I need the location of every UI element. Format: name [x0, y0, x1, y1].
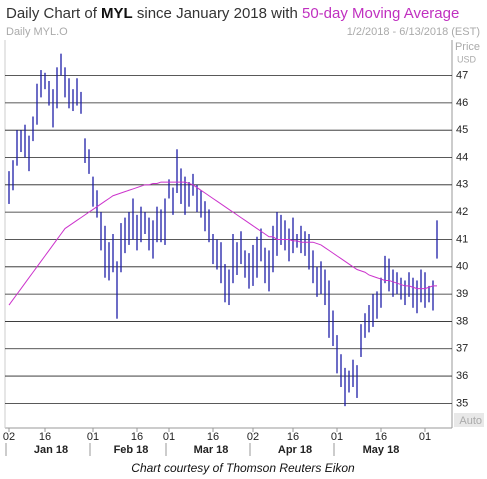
x-tick-label: 01 — [331, 431, 343, 443]
y-tick-label: 36 — [456, 370, 468, 382]
x-tick-label: 01 — [87, 431, 99, 443]
caption: Chart courtesy of Thomson Reuters Eikon — [131, 461, 355, 475]
scale-box — [454, 413, 484, 427]
month-label: Jan 18 — [34, 444, 68, 456]
x-tick-label: 02 — [3, 431, 15, 443]
y-tick-label: 43 — [456, 179, 468, 191]
x-tick-label: 01 — [419, 431, 431, 443]
x-tick-label: 16 — [131, 431, 143, 443]
y-tick-label: 38 — [456, 315, 468, 327]
axis-unit: USD — [457, 54, 477, 64]
y-tick-label: 46 — [456, 97, 468, 109]
moving-average — [8, 181, 437, 306]
y-tick-label: 42 — [456, 206, 468, 218]
title-ticker: MYL — [101, 5, 133, 22]
chart-title: Daily Chart of MYL since January 2018 wi… — [6, 5, 459, 22]
x-tick-label: 16 — [287, 431, 299, 443]
y-tick-label: 35 — [456, 397, 468, 409]
scale-mode: Auto — [459, 415, 482, 427]
title-part: since January 2018 with — [133, 5, 302, 22]
title-part: Daily Chart of — [6, 5, 101, 22]
title-ma: 50-day Moving Average — [302, 5, 459, 22]
x-tick-label: 02 — [247, 431, 259, 443]
axis-label: Price — [455, 41, 480, 53]
subtitle-left: Daily MYL.O — [6, 26, 68, 38]
month-label: Apr 18 — [278, 444, 312, 456]
y-tick-label: 40 — [456, 261, 468, 273]
x-tick-label: 16 — [375, 431, 387, 443]
y-tick-label: 45 — [456, 124, 468, 136]
month-label: May 18 — [363, 444, 400, 456]
y-tick-label: 37 — [456, 343, 468, 355]
month-label: Feb 18 — [114, 444, 149, 456]
y-tick-label: 39 — [456, 288, 468, 300]
month-label: Mar 18 — [194, 444, 229, 456]
x-tick-label: 16 — [207, 431, 219, 443]
y-tick-label: 44 — [456, 151, 468, 163]
y-tick-label: 47 — [456, 69, 468, 81]
subtitle-right: 1/2/2018 - 6/13/2018 (EST) — [347, 26, 480, 38]
x-tick-label: 01 — [163, 431, 175, 443]
x-tick-label: 16 — [39, 431, 51, 443]
y-tick-label: 41 — [456, 233, 468, 245]
